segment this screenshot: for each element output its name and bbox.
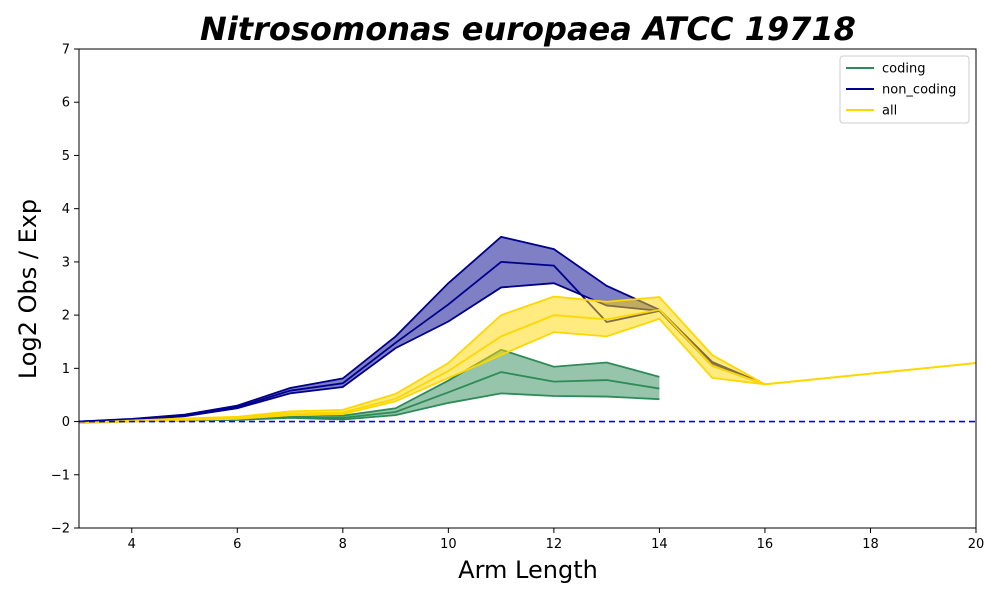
x-tick-label: 4 <box>128 537 136 552</box>
y-tick-label: 6 <box>62 96 70 111</box>
x-tick-label: 18 <box>862 537 879 552</box>
x-axis-label: Arm Length <box>458 556 598 584</box>
band-all <box>79 296 976 424</box>
y-tick-label: −2 <box>51 522 70 537</box>
y-axis-label: Log2 Obs / Exp <box>14 199 42 379</box>
series-group <box>79 235 976 425</box>
legend-label-non-coding: non_coding <box>882 83 956 98</box>
legend-label-all: all <box>882 104 897 119</box>
y-axis-ticks: −2 −1 0 1 2 3 4 5 6 7 <box>51 43 79 537</box>
y-tick-label: −1 <box>51 468 70 483</box>
band-non-coding <box>79 236 765 422</box>
legend-label-coding: coding <box>882 62 925 77</box>
x-axis-ticks: 4 6 8 10 12 14 16 18 20 <box>128 528 985 552</box>
y-tick-label: 0 <box>62 415 70 430</box>
x-tick-label: 8 <box>339 537 347 552</box>
band-coding <box>79 349 660 422</box>
x-tick-label: 20 <box>968 537 985 552</box>
y-tick-label: 2 <box>62 309 70 324</box>
plot-frame <box>78 48 977 529</box>
y-tick-label: 7 <box>62 43 70 58</box>
x-tick-label: 16 <box>757 537 774 552</box>
legend-box <box>839 55 970 124</box>
x-tick-label: 12 <box>546 537 563 552</box>
x-tick-label: 10 <box>440 537 457 552</box>
chart-title: Nitrosomonas europaea ATCC 19718 <box>200 10 856 48</box>
y-tick-label: 3 <box>62 255 70 270</box>
plot-area <box>78 48 977 529</box>
y-tick-label: 4 <box>62 202 70 217</box>
line-all-mean <box>79 308 976 425</box>
y-tick-label: 1 <box>62 362 70 377</box>
x-tick-label: 14 <box>651 537 668 552</box>
x-tick-label: 6 <box>233 537 241 552</box>
y-tick-label: 5 <box>62 149 70 164</box>
